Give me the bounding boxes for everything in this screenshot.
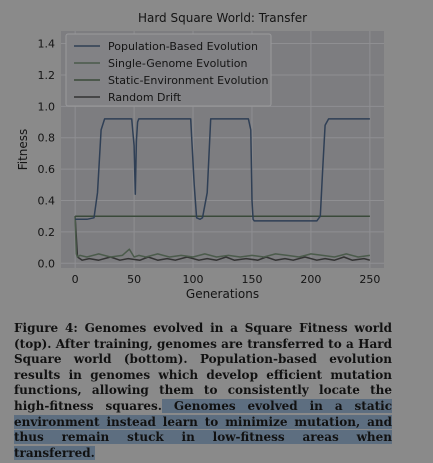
figure-chart: Hard Square World: Transfer 0 50 100 150 200 2… — [16, 11, 384, 301]
y-axis-label: Fitness — [16, 129, 30, 171]
y-tick-label: 0.8 — [38, 132, 56, 145]
caption-label: Figure 4: — [14, 321, 78, 335]
legend-label: Random Drift — [108, 91, 182, 104]
x-tick-label: 250 — [359, 273, 380, 286]
series-line-0 — [75, 118, 370, 222]
legend-box — [65, 33, 272, 107]
legend-label: Static-Environment Evolution — [108, 74, 268, 87]
x-tick-label: 0 — [72, 273, 79, 286]
y-tick-label: 0.2 — [38, 226, 56, 239]
series-line-3 — [74, 216, 371, 261]
y-tick-label: 0.0 — [38, 257, 56, 270]
legend-label: Population-Based Evolution — [108, 40, 258, 53]
x-tick-label: 200 — [300, 273, 321, 286]
x-axis-label: Generations — [186, 287, 259, 301]
series-line-1 — [74, 216, 371, 258]
y-tick-label: 1.4 — [38, 38, 56, 51]
chart-title: Hard Square World: Transfer — [138, 11, 307, 25]
y-tick-label: 1.0 — [38, 100, 56, 113]
x-tick-label: 100 — [183, 273, 204, 286]
y-tick-label: 0.4 — [38, 195, 56, 208]
x-tick-label: 150 — [241, 273, 262, 286]
y-tick-label: 0.6 — [38, 163, 56, 176]
x-tick-label: 50 — [127, 273, 141, 286]
y-tick-label: 1.2 — [38, 69, 56, 82]
figure-caption: Figure 4: Genomes evolved in a Square Fi… — [14, 321, 393, 461]
caption-text: Genomes evolved in a Square Fitness worl… — [14, 321, 393, 413]
legend-label: Single-Genome Evolution — [108, 57, 247, 70]
